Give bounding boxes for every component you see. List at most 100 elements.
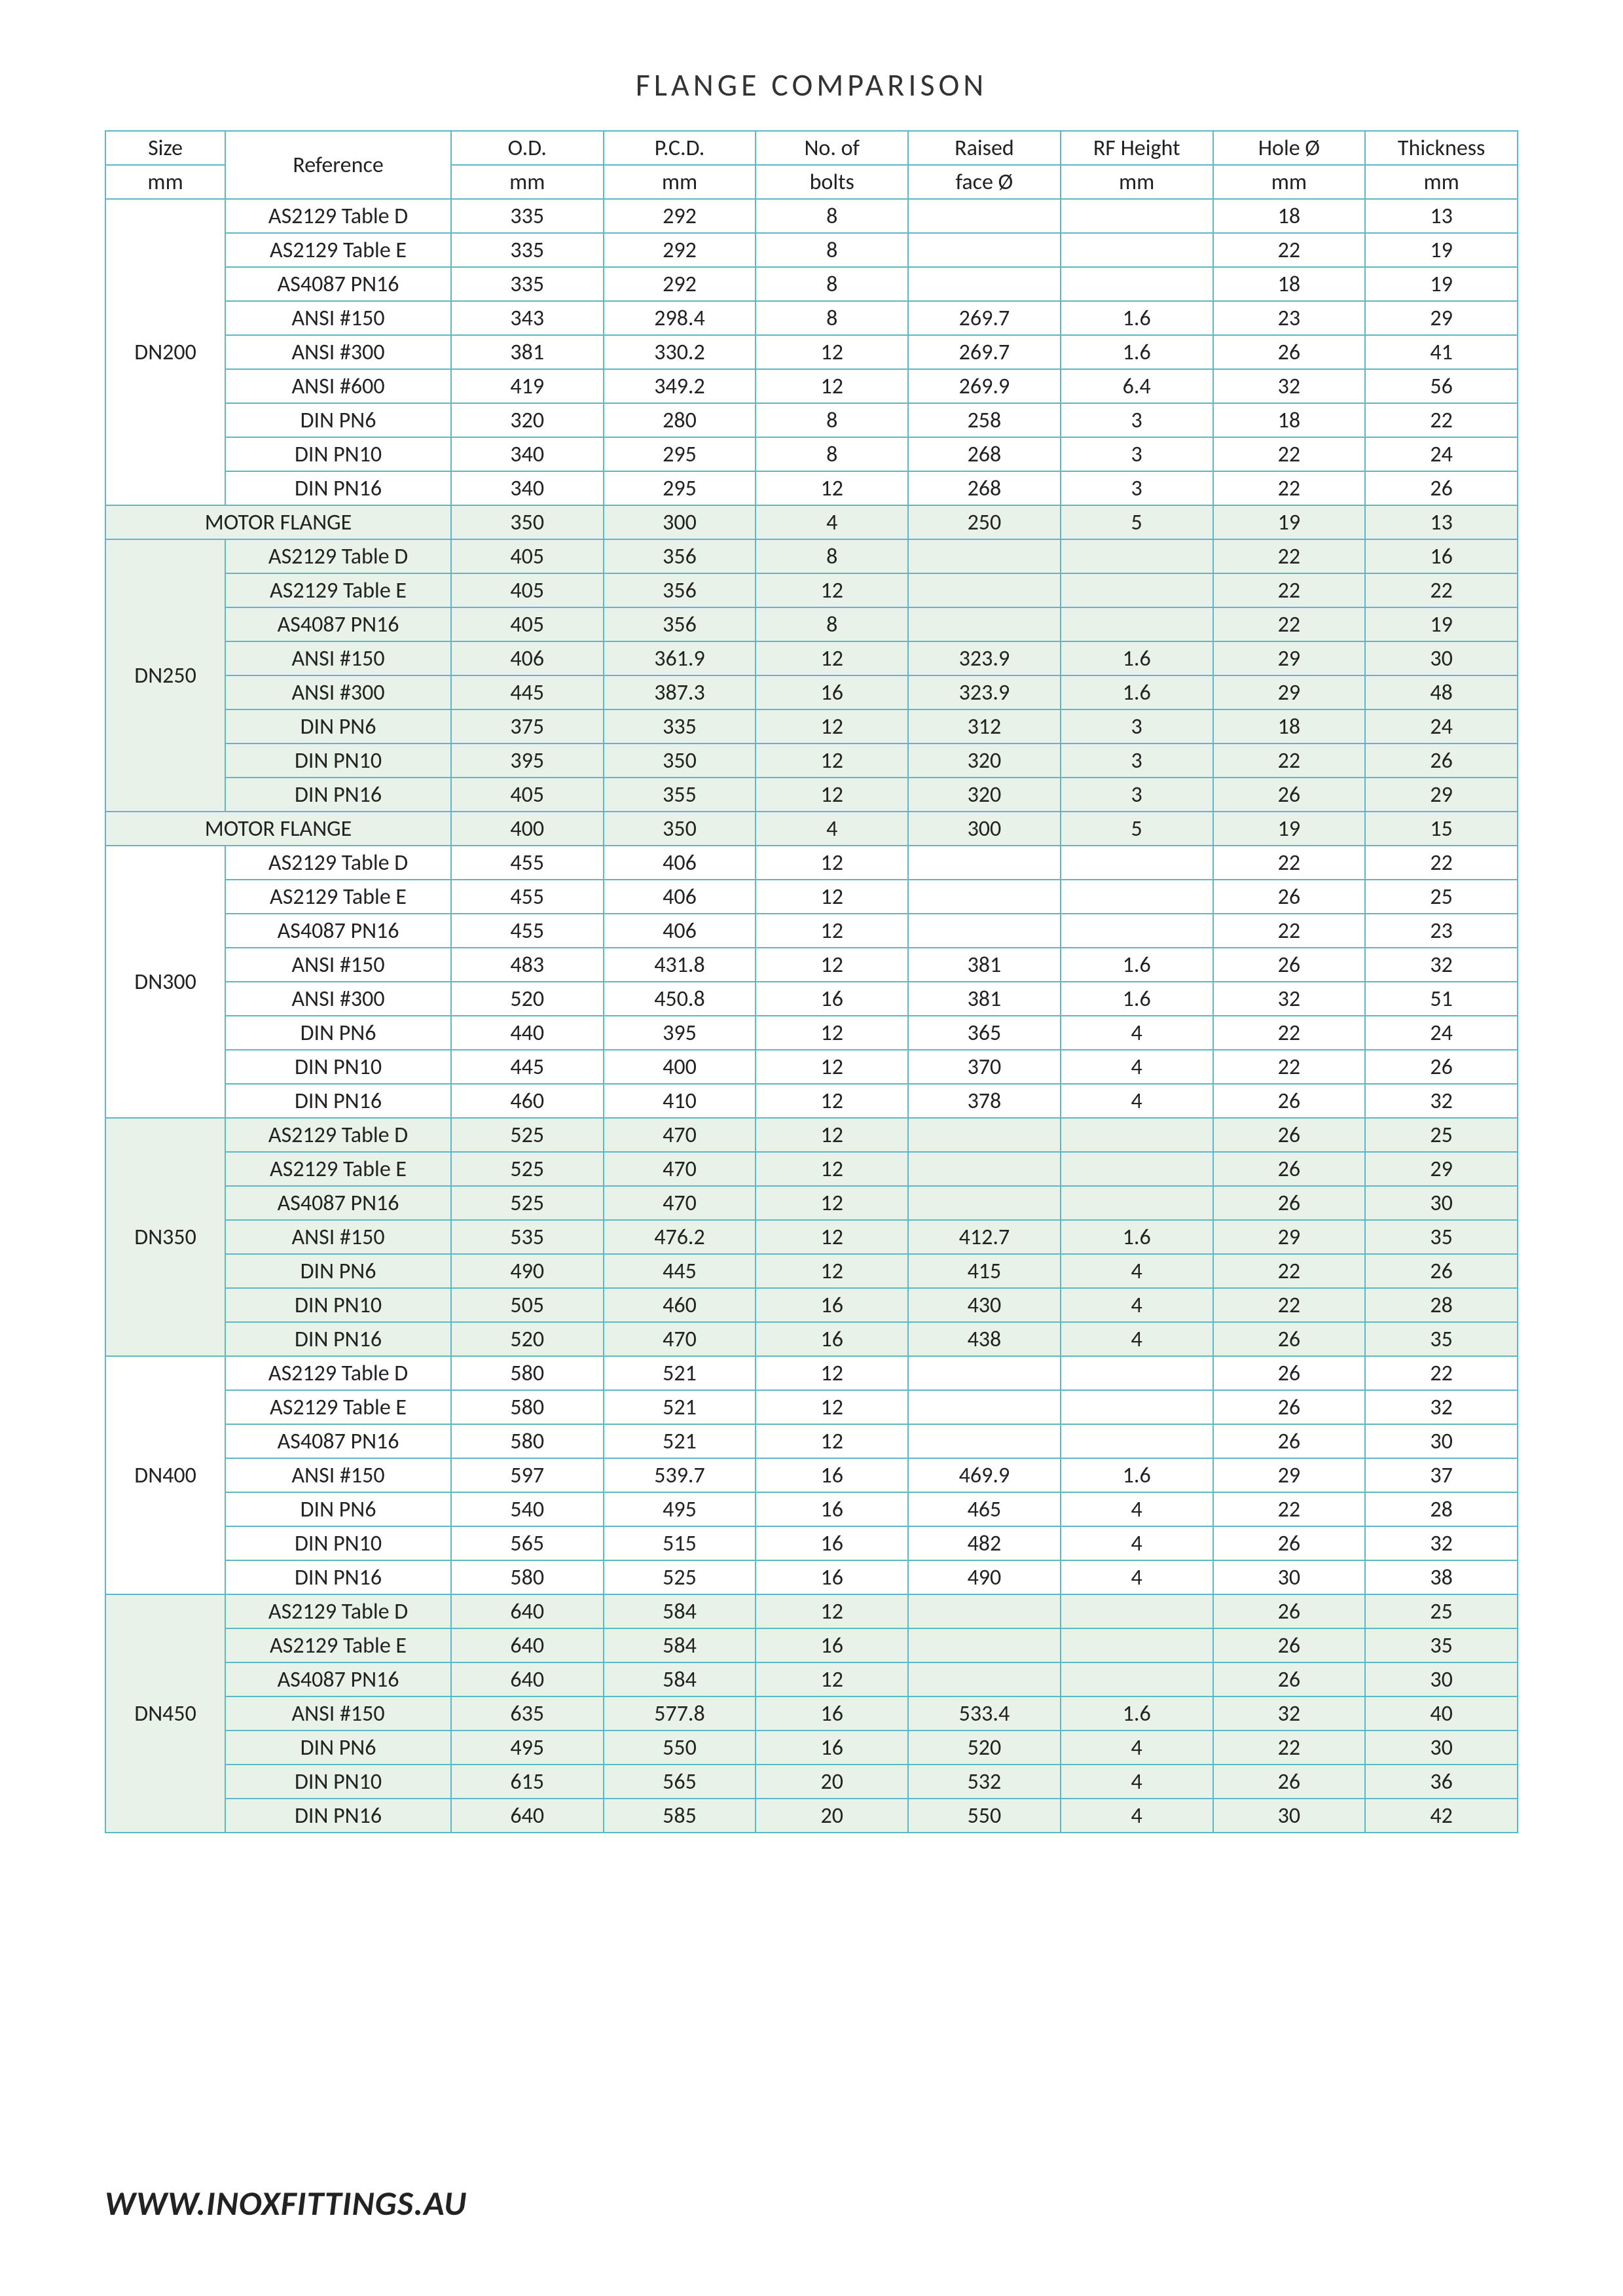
data-cell: 13 <box>1365 199 1518 233</box>
data-cell <box>1061 607 1213 641</box>
reference-cell: DIN PN10 <box>225 1050 451 1084</box>
data-cell: 12 <box>756 369 908 403</box>
reference-cell: DIN PN16 <box>225 1322 451 1356</box>
data-cell: 26 <box>1213 948 1366 982</box>
table-row: DIN PN164604101237842632 <box>105 1084 1518 1118</box>
data-cell: 330.2 <box>604 335 756 369</box>
reference-cell: AS4087 PN16 <box>225 1186 451 1220</box>
data-cell <box>1061 199 1213 233</box>
data-cell: 29 <box>1213 1220 1366 1254</box>
data-cell: 32 <box>1365 948 1518 982</box>
reference-cell: ANSI #300 <box>225 675 451 709</box>
data-cell: 20 <box>756 1765 908 1799</box>
data-cell: 1.6 <box>1061 1458 1213 1492</box>
data-cell <box>908 1424 1061 1458</box>
data-cell: 445 <box>451 1050 604 1084</box>
data-cell: 495 <box>451 1731 604 1765</box>
data-cell: 300 <box>908 812 1061 846</box>
data-cell: 35 <box>1365 1220 1518 1254</box>
reference-cell: ANSI #600 <box>225 369 451 403</box>
table-row: ANSI #150483431.8123811.62632 <box>105 948 1518 982</box>
data-cell: 381 <box>451 335 604 369</box>
data-cell: 22 <box>1213 914 1366 948</box>
data-cell: 4 <box>1061 1288 1213 1322</box>
data-cell: 4 <box>1061 1254 1213 1288</box>
data-cell: 30 <box>1213 1799 1366 1833</box>
data-cell: 532 <box>908 1765 1061 1799</box>
reference-cell: DIN PN10 <box>225 1526 451 1560</box>
data-cell: 8 <box>756 199 908 233</box>
data-cell: 26 <box>1213 1765 1366 1799</box>
data-cell: 584 <box>604 1628 756 1662</box>
reference-cell: AS2129 Table D <box>225 1594 451 1628</box>
data-cell: 520 <box>908 1731 1061 1765</box>
data-cell: 298.4 <box>604 301 756 335</box>
table-row: ANSI #300520450.8163811.63251 <box>105 982 1518 1016</box>
data-cell: 4 <box>1061 1016 1213 1050</box>
data-cell: 12 <box>756 1084 908 1118</box>
data-cell: 26 <box>1213 1594 1366 1628</box>
data-cell: 490 <box>451 1254 604 1288</box>
data-cell: 550 <box>908 1799 1061 1833</box>
data-cell: 470 <box>604 1152 756 1186</box>
data-cell: 22 <box>1213 573 1366 607</box>
data-cell: 12 <box>756 1390 908 1424</box>
data-cell: 29 <box>1365 301 1518 335</box>
table-row: DIN PN165805251649043038 <box>105 1560 1518 1594</box>
data-cell: 26 <box>1213 1628 1366 1662</box>
data-cell: 12 <box>756 948 908 982</box>
data-cell: 1.6 <box>1061 675 1213 709</box>
data-cell: 22 <box>1365 573 1518 607</box>
data-cell <box>1061 1152 1213 1186</box>
table-row: AS2129 Table E455406122625 <box>105 880 1518 914</box>
reference-cell: AS2129 Table E <box>225 573 451 607</box>
data-cell: 16 <box>756 1526 908 1560</box>
data-cell: 32 <box>1213 1696 1366 1731</box>
data-cell: 4 <box>1061 1084 1213 1118</box>
col-header: No. of <box>756 131 908 165</box>
motor-flange-label: MOTOR FLANGE <box>105 505 451 539</box>
data-cell: 1.6 <box>1061 1220 1213 1254</box>
data-cell: 350 <box>604 812 756 846</box>
reference-cell: DIN PN16 <box>225 1560 451 1594</box>
data-cell <box>908 1594 1061 1628</box>
data-cell: 405 <box>451 778 604 812</box>
table-row: DIN PN64403951236542224 <box>105 1016 1518 1050</box>
data-cell: 320 <box>451 403 604 437</box>
reference-cell: DIN PN16 <box>225 471 451 505</box>
data-cell: 365 <box>908 1016 1061 1050</box>
data-cell: 356 <box>604 607 756 641</box>
data-cell: 405 <box>451 539 604 573</box>
data-cell: 577.8 <box>604 1696 756 1731</box>
page-title: FLANGE COMPARISON <box>105 65 1518 104</box>
data-cell: 431.8 <box>604 948 756 982</box>
reference-cell: AS2129 Table E <box>225 1152 451 1186</box>
data-cell: 580 <box>451 1560 604 1594</box>
table-row: DN300AS2129 Table D455406122222 <box>105 846 1518 880</box>
size-cell: DN450 <box>105 1594 225 1833</box>
data-cell: 521 <box>604 1390 756 1424</box>
data-cell: 335 <box>451 267 604 301</box>
data-cell: 26 <box>1213 1322 1366 1356</box>
data-cell <box>908 1356 1061 1390</box>
data-cell: 455 <box>451 880 604 914</box>
data-cell: 12 <box>756 1186 908 1220</box>
reference-cell: AS2129 Table E <box>225 880 451 914</box>
data-cell: 269.9 <box>908 369 1061 403</box>
data-cell: 520 <box>451 982 604 1016</box>
data-cell: 465 <box>908 1492 1061 1526</box>
data-cell: 323.9 <box>908 675 1061 709</box>
data-cell: 450.8 <box>604 982 756 1016</box>
data-cell: 20 <box>756 1799 908 1833</box>
data-cell: 26 <box>1365 471 1518 505</box>
data-cell <box>1061 1424 1213 1458</box>
data-cell: 539.7 <box>604 1458 756 1492</box>
data-cell: 8 <box>756 437 908 471</box>
table-row: AS4087 PN16525470122630 <box>105 1186 1518 1220</box>
data-cell: 4 <box>1061 1765 1213 1799</box>
data-cell: 19 <box>1365 267 1518 301</box>
data-cell: 3 <box>1061 778 1213 812</box>
data-cell: 12 <box>756 1220 908 1254</box>
data-cell: 16 <box>756 1560 908 1594</box>
data-cell: 406 <box>604 914 756 948</box>
